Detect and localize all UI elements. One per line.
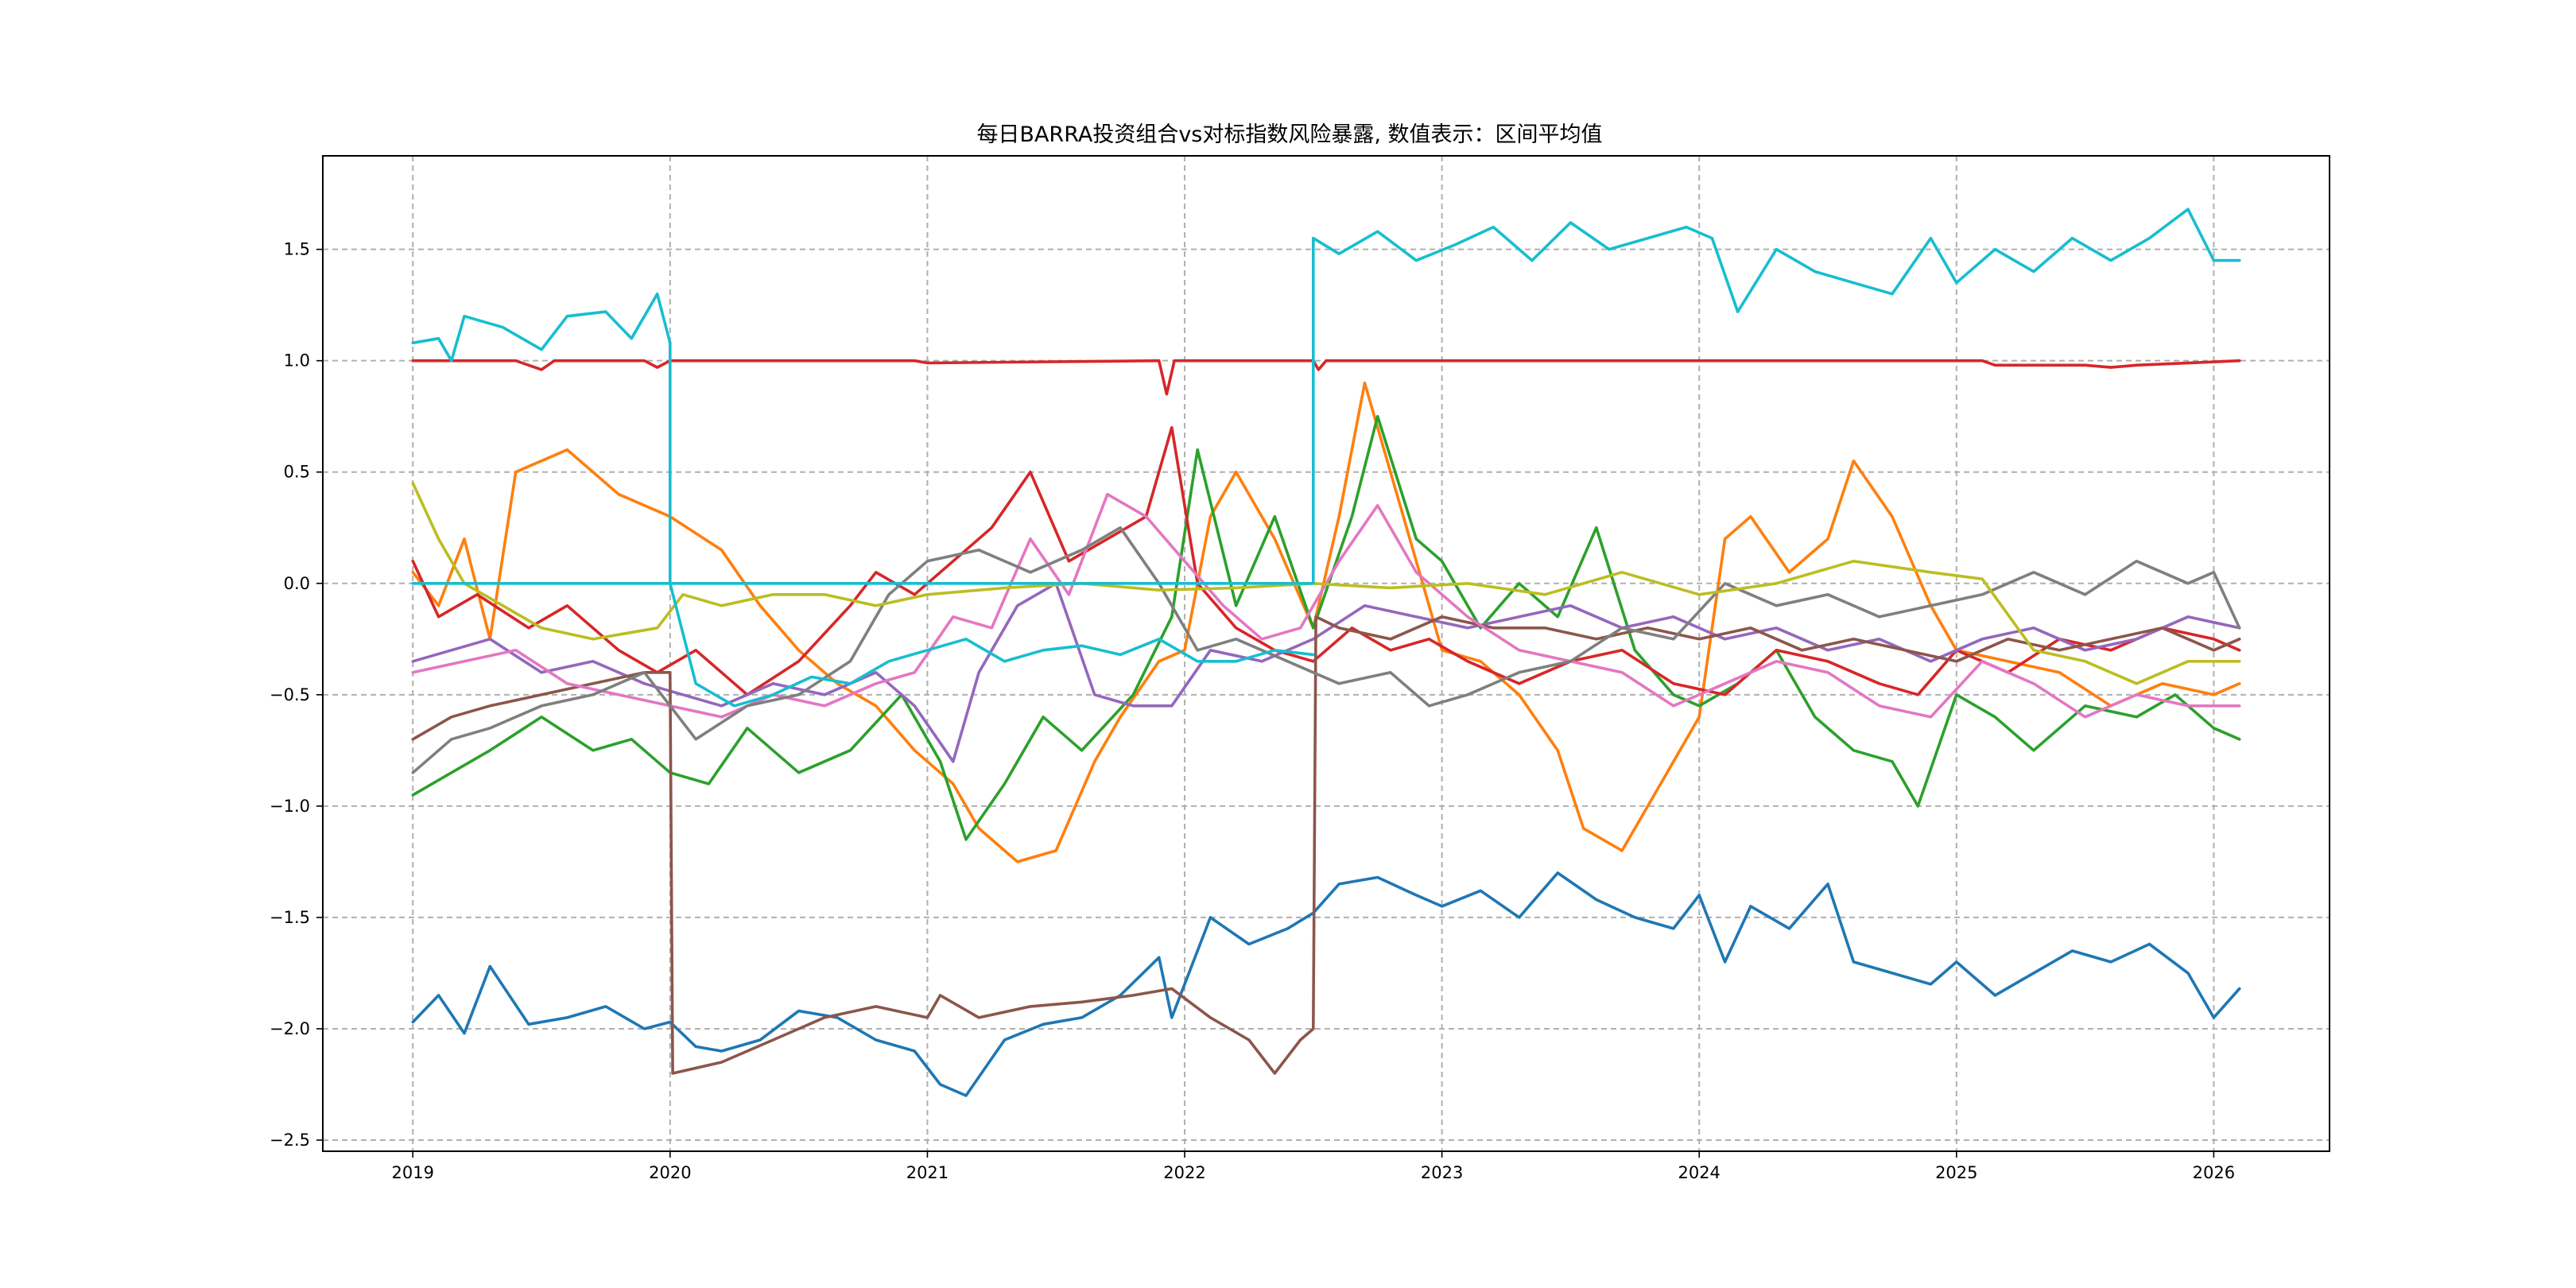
axis-ticks: 2019 2020 2021 2022 2023 2024 2025 2026 −2.5 −2.0… bbox=[270, 240, 2235, 1182]
y-tick-label: −0.5 bbox=[270, 685, 310, 704]
y-tick-label: 1.5 bbox=[284, 240, 310, 259]
x-tick-label: 2024 bbox=[1678, 1163, 1720, 1182]
y-tick-label: 0.0 bbox=[284, 574, 310, 593]
y-tick-label: −2.5 bbox=[270, 1131, 310, 1150]
plot-area bbox=[411, 208, 2241, 1097]
x-tick-label: 2025 bbox=[1935, 1163, 1977, 1182]
x-tick-label: 2021 bbox=[906, 1163, 949, 1182]
y-tick-label: −1.0 bbox=[270, 797, 310, 816]
series-9-line bbox=[411, 526, 2241, 774]
y-tick-label: 0.5 bbox=[284, 463, 310, 482]
series-3-line bbox=[411, 414, 2241, 841]
x-tick-label: 2022 bbox=[1163, 1163, 1205, 1182]
chart-title: 每日BARRA投资组合vs对标指数风险暴露, 数值表示：区间平均值 bbox=[976, 122, 1602, 147]
series-2-line bbox=[411, 381, 2241, 863]
series-5-line bbox=[411, 425, 2241, 696]
plot-frame bbox=[322, 155, 2330, 1152]
series-12-line bbox=[411, 581, 1315, 708]
x-tick-label: 2020 bbox=[649, 1163, 691, 1182]
series-10-line bbox=[411, 481, 2241, 685]
series-4-line bbox=[411, 359, 2241, 396]
series-7-line bbox=[411, 615, 2241, 1075]
y-tick-label: −2.0 bbox=[270, 1019, 310, 1038]
x-tick-label: 2026 bbox=[2193, 1163, 2235, 1182]
y-tick-label: −1.5 bbox=[270, 908, 310, 927]
y-tick-label: 1.0 bbox=[284, 351, 310, 370]
x-tick-label: 2019 bbox=[392, 1163, 434, 1182]
series-11-line bbox=[411, 208, 2241, 585]
x-tick-label: 2023 bbox=[1421, 1163, 1463, 1182]
